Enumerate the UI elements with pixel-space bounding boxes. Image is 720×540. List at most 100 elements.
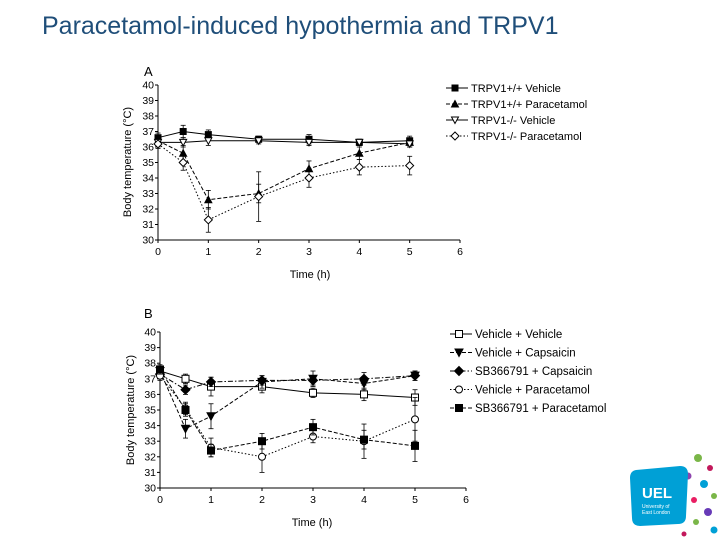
x-tick-label: 1 xyxy=(208,494,214,506)
decor-dot xyxy=(710,526,718,534)
x-tick-label: 4 xyxy=(356,246,362,258)
y-tick-label: 38 xyxy=(142,111,154,123)
data-point-marker xyxy=(203,215,214,225)
data-point-marker xyxy=(404,160,415,171)
panel-b-legend: Vehicle + Vehicle Vehicle + Capsaicin SB36… xyxy=(450,329,606,415)
data-point-marker xyxy=(360,390,368,399)
data-point-marker xyxy=(304,173,314,183)
y-tick-label: 40 xyxy=(142,80,154,92)
data-point-marker xyxy=(253,191,264,202)
panel-a-series xyxy=(153,124,415,233)
panel-a-label: A xyxy=(144,64,153,79)
decorative-dots xyxy=(681,454,718,537)
data-point-marker xyxy=(180,424,191,434)
data-point-marker xyxy=(304,138,314,147)
data-point-marker xyxy=(455,385,463,394)
series-4 xyxy=(153,138,415,233)
data-point-marker xyxy=(411,415,419,424)
x-tick-label: 3 xyxy=(306,246,312,258)
series-2 xyxy=(155,365,420,439)
panel-b-ylabel: Body temperature (°C) xyxy=(125,355,137,465)
y-tick-label: 38 xyxy=(144,358,156,370)
data-point-marker xyxy=(409,370,421,381)
y-tick-label: 33 xyxy=(144,436,156,448)
data-point-marker xyxy=(455,330,463,338)
legend-entry-label: Vehicle + Capsaicin xyxy=(475,348,576,360)
data-point-marker xyxy=(309,423,317,432)
legend-entry-label: TRPV1+/+ Paracetamol xyxy=(471,99,587,111)
data-point-marker xyxy=(354,162,365,172)
data-point-marker xyxy=(153,139,163,149)
data-point-marker xyxy=(455,404,463,412)
y-tick-label: 35 xyxy=(144,405,156,417)
data-point-marker xyxy=(450,99,460,108)
data-point-marker xyxy=(307,375,319,386)
data-point-marker xyxy=(203,195,213,204)
y-tick-label: 32 xyxy=(142,204,154,216)
legend-entry-label: TRPV1-/- Vehicle xyxy=(471,115,555,127)
legend-entry-label: TRPV1-/- Paracetamol xyxy=(471,131,582,143)
data-point-marker xyxy=(180,384,191,395)
data-point-marker xyxy=(411,441,419,450)
y-tick-label: 30 xyxy=(142,235,154,247)
decor-dot xyxy=(707,465,713,471)
x-tick-label: 5 xyxy=(412,494,418,506)
series-line xyxy=(159,370,416,430)
data-point-marker xyxy=(178,157,188,168)
series-line xyxy=(158,140,410,145)
data-point-marker xyxy=(256,375,268,386)
series-4 xyxy=(156,370,419,473)
uel-logo-subtext-1: University of xyxy=(642,504,670,510)
data-point-marker xyxy=(454,348,464,358)
panel-b-series xyxy=(154,364,421,473)
data-point-marker xyxy=(450,116,460,125)
uel-logo-text: UEL xyxy=(642,485,672,502)
x-tick-label: 5 xyxy=(407,246,413,258)
y-tick-label: 39 xyxy=(144,342,156,354)
data-point-marker xyxy=(405,140,415,149)
decor-dot xyxy=(693,519,699,525)
y-tick-label: 32 xyxy=(144,451,156,463)
y-tick-label: 34 xyxy=(142,173,154,185)
series-3 xyxy=(153,135,415,149)
decor-dot xyxy=(691,497,697,503)
panel-b-xlabel: Time (h) xyxy=(292,517,333,529)
data-point-marker xyxy=(206,412,216,422)
y-tick-label: 37 xyxy=(142,126,154,138)
series-line xyxy=(159,375,416,458)
decor-dot xyxy=(700,480,708,488)
y-tick-label: 33 xyxy=(142,188,154,200)
data-point-marker xyxy=(181,406,190,414)
decor-dot xyxy=(694,454,702,462)
decor-dot xyxy=(681,531,687,537)
x-tick-label: 4 xyxy=(361,494,367,506)
legend-entry-label: TRPV1+/+ Vehicle xyxy=(471,83,561,95)
series-line xyxy=(157,140,410,201)
y-tick-label: 31 xyxy=(142,219,154,231)
data-point-marker xyxy=(453,365,465,377)
x-tick-label: 6 xyxy=(463,494,469,506)
data-point-marker xyxy=(258,437,266,446)
series-2 xyxy=(153,135,415,210)
uel-logo: UEL University of East London xyxy=(630,466,688,526)
series-5 xyxy=(156,364,419,462)
legend-entry-label: SB366791 + Paracetamol xyxy=(475,403,606,415)
data-point-marker xyxy=(354,138,364,147)
data-point-marker xyxy=(207,446,215,455)
x-tick-label: 0 xyxy=(155,246,161,258)
data-point-marker xyxy=(179,128,187,135)
panel-a-ylabel: Body temperature (°C) xyxy=(122,107,134,217)
y-tick-label: 40 xyxy=(144,327,156,339)
y-tick-label: 39 xyxy=(142,95,154,107)
data-point-marker xyxy=(254,137,264,146)
y-tick-label: 35 xyxy=(142,157,154,169)
legend-entry-label: Vehicle + Paracetamol xyxy=(475,385,590,397)
data-point-marker xyxy=(360,435,368,444)
uel-logo-subtext-2: East London xyxy=(642,510,670,516)
data-point-marker xyxy=(181,374,190,383)
data-point-marker xyxy=(354,148,364,157)
